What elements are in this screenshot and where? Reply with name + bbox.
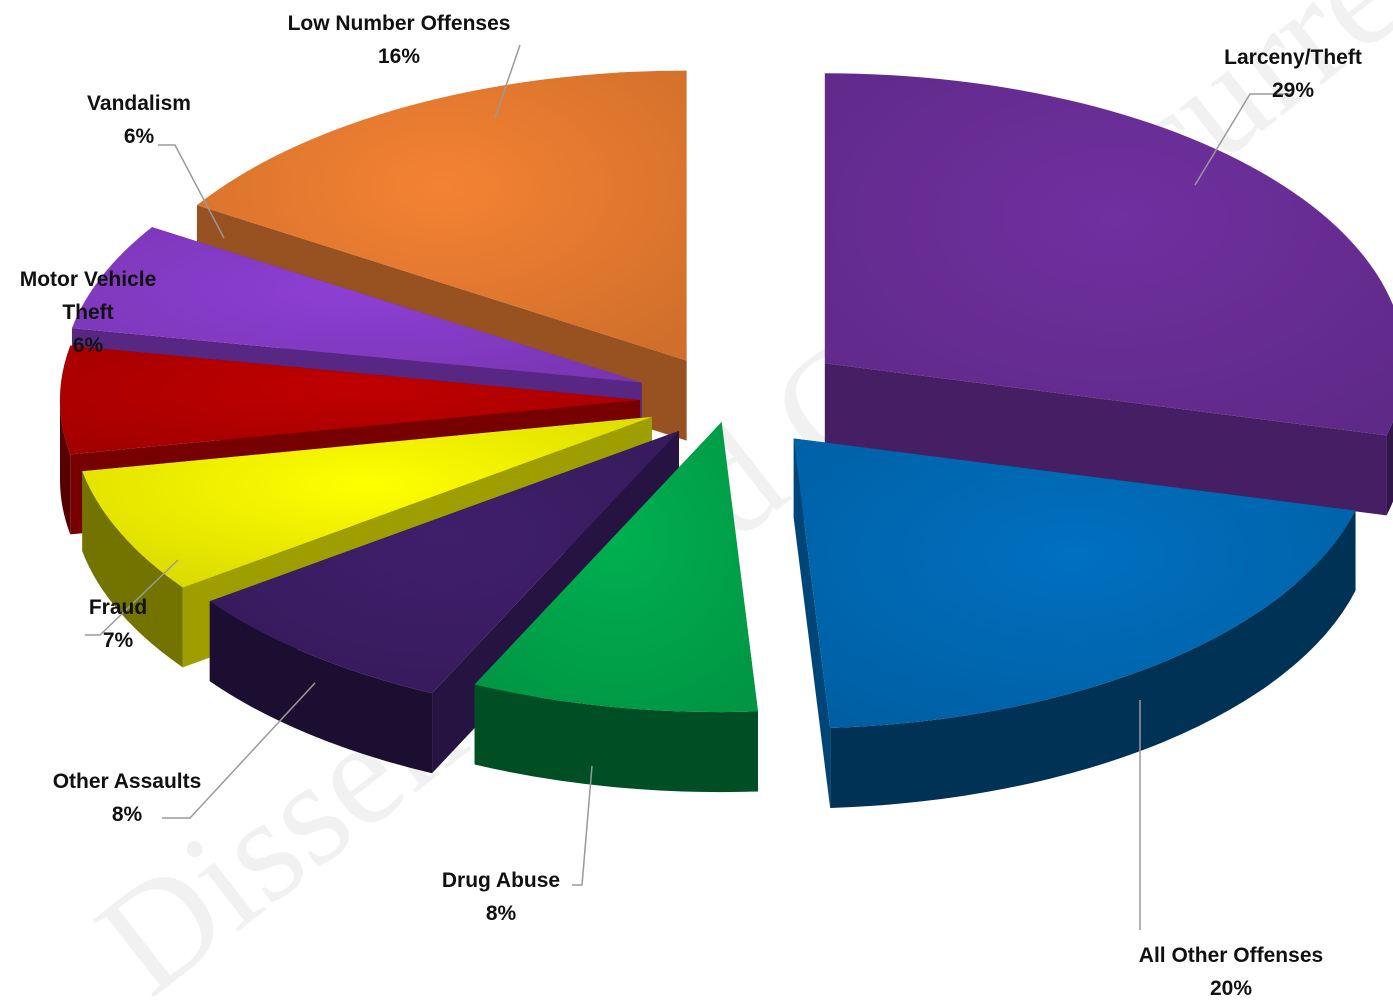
slice-mvt-rim [60, 400, 71, 535]
slice-drug-top [474, 422, 758, 713]
slice-percent-low-number: 16% [378, 45, 420, 68]
slice-fraud-top [82, 416, 652, 588]
slice-larceny [824, 73, 1393, 516]
slice-assaults-rim [209, 601, 433, 774]
slice-all-other-rim [830, 510, 1356, 808]
slice-larceny-rim [1386, 421, 1393, 516]
leader-line-vandalism [158, 144, 225, 239]
slice-percent-fraud: 7% [103, 629, 134, 652]
slice-labels: Larceny/Theft 29% All Other Offenses 20% Dru… [20, 12, 1362, 1000]
slice-label-drug: Drug Abuse [442, 869, 560, 892]
slice-percent-assaults: 8% [112, 803, 143, 826]
slice-label-fraud: Fraud [89, 596, 147, 619]
leader-line-fraud [85, 559, 179, 636]
slice-percent-mvt: 6% [73, 334, 104, 357]
slice-percent-drug: 8% [486, 902, 517, 925]
slice-label-mvt-line-0: Motor Vehicle [20, 268, 157, 291]
slice-all-other-top [793, 438, 1356, 728]
slice-percent-larceny: 29% [1272, 79, 1314, 102]
slice-vandalism-top [71, 227, 642, 383]
slice-all-other [793, 438, 1356, 808]
slice-drug [474, 422, 758, 793]
slice-larceny-top [824, 73, 1393, 436]
slice-larceny-side-1 [824, 363, 1387, 516]
slice-label-all-other: All Other Offenses [1139, 944, 1323, 967]
leader-line-larceny [1194, 93, 1292, 186]
slice-label-vandalism: Vandalism [87, 92, 191, 115]
slice-mvt-top [59, 345, 640, 455]
leader-lines [85, 44, 1292, 930]
slice-percent-all-other: 20% [1210, 977, 1252, 1000]
slice-percent-vandalism: 6% [124, 125, 155, 148]
slice-label-assaults: Other Assaults [53, 770, 202, 793]
slice-all-other-side-1 [793, 438, 831, 808]
leader-line-low-number [494, 44, 521, 119]
slice-assaults-top [209, 430, 680, 694]
slice-low-number-top [196, 70, 687, 361]
pie-slices [59, 70, 1393, 808]
leader-line-assaults [162, 682, 316, 819]
leader-line-drug [572, 765, 593, 886]
slice-label-larceny: Larceny/Theft [1224, 46, 1362, 69]
slice-label-mvt-line-1: Theft [62, 301, 113, 324]
slice-label-low-number: Low Number Offenses [288, 12, 511, 35]
slice-drug-rim [474, 684, 758, 793]
slice-fraud-rim [82, 471, 183, 668]
